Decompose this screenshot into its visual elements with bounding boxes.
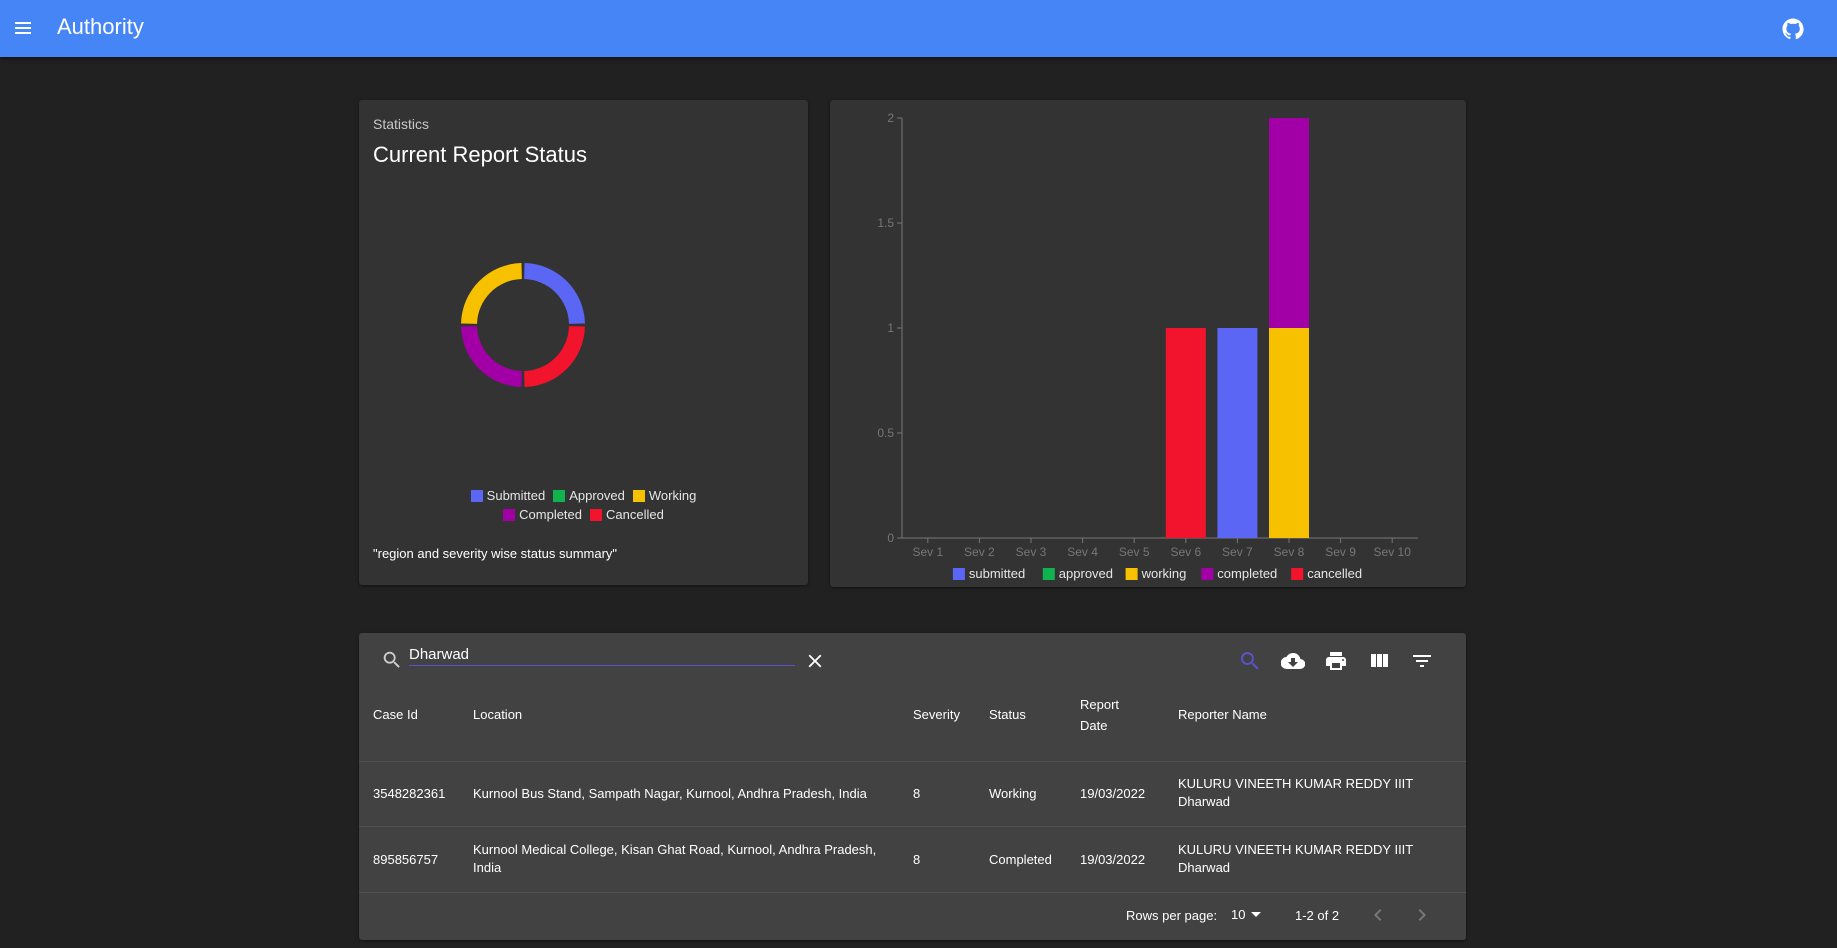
column-header-severity[interactable]: Severity [913, 707, 960, 722]
app-bar: Authority [0, 0, 1837, 57]
row-divider [359, 892, 1466, 893]
github-icon[interactable] [1781, 17, 1805, 41]
cell-report-date: 19/03/2022 [1080, 786, 1146, 801]
filter-icon[interactable] [1410, 649, 1434, 673]
bar-completed-sev8[interactable] [1269, 118, 1309, 328]
cell-status: Completed [989, 852, 1052, 867]
legend-label: Cancelled [606, 507, 664, 522]
clear-search-icon[interactable] [804, 650, 826, 672]
legend-swatch-submitted[interactable] [952, 568, 965, 580]
pagination-info: 1-2 of 2 [1295, 908, 1340, 923]
legend-item-cancelled[interactable]: Cancelled [590, 507, 664, 522]
app-title: Authority [57, 14, 144, 39]
download-icon[interactable] [1280, 649, 1306, 673]
legend-label: Working [648, 488, 697, 503]
cell-report-date: 19/03/2022 [1080, 852, 1146, 867]
legend-item-submitted[interactable]: Submitted [470, 488, 546, 503]
menu-icon[interactable] [10, 16, 36, 40]
legend-label: Approved [569, 488, 625, 503]
column-header-status[interactable]: Status [989, 707, 1026, 722]
legend-swatch-completed[interactable] [1201, 568, 1214, 580]
cell-case-id: 895856757 [373, 852, 439, 867]
statistics-caption: "region and severity wise status summary… [373, 546, 618, 561]
row-divider [359, 826, 1466, 827]
x-tick-label: Sev 6 [1170, 545, 1201, 559]
x-tick-label: Sev 3 [1016, 545, 1047, 559]
cell-status: Working [989, 786, 1037, 801]
cell-case-id: 3548282361 [373, 786, 446, 801]
rows-per-page-value: 10 [1231, 907, 1246, 922]
legend-swatch-cancelled[interactable] [1291, 568, 1304, 580]
toolbar-search-icon[interactable] [1238, 649, 1262, 673]
column-header-report-date[interactable]: Report Date [1080, 697, 1120, 733]
x-tick-label: Sev 8 [1274, 545, 1305, 559]
cell-location: Kurnool Medical College, Kisan Ghat Road… [473, 842, 877, 875]
cell-severity: 8 [913, 852, 921, 867]
donut-slice-working[interactable] [461, 263, 522, 324]
x-tick-label: Sev 10 [1374, 545, 1412, 559]
y-tick-label: 0 [887, 531, 894, 545]
legend-label: Completed [519, 507, 583, 522]
legend-item-completed[interactable]: Completed [503, 507, 582, 522]
rows-per-page-label: Rows per page: [1126, 908, 1218, 923]
bar-submitted-sev7[interactable] [1217, 328, 1258, 538]
cell-location: Kurnool Bus Stand, Sampath Nagar, Kurnoo… [473, 786, 867, 801]
statistics-title: Current Report Status [373, 142, 587, 167]
search-input[interactable] [409, 643, 795, 666]
cell-reporter-name: KULURU VINEETH KUMAR REDDY IIIT Dharwad [1178, 776, 1414, 809]
y-tick-label: 0.5 [877, 426, 894, 440]
y-tick-label: 1.5 [877, 216, 894, 230]
cell-severity: 8 [913, 786, 921, 801]
statistics-overline: Statistics [373, 116, 430, 132]
donut-slice-completed[interactable] [461, 326, 522, 387]
legend-label-submitted[interactable]: submitted [969, 566, 1025, 581]
donut-slice-submitted[interactable] [524, 263, 585, 324]
column-header-case-id[interactable]: Case Id [373, 707, 418, 722]
legend-item-working[interactable]: Working [632, 488, 697, 503]
header-divider [359, 761, 1466, 762]
next-page-icon[interactable] [1410, 903, 1434, 927]
legend-label-approved[interactable]: approved [1059, 566, 1113, 581]
legend-label-working[interactable]: working [1141, 566, 1187, 581]
x-tick-label: Sev 2 [964, 545, 995, 559]
previous-page-icon[interactable] [1366, 903, 1390, 927]
reports-table: Case Id Location Severity Status Report … [359, 633, 1466, 940]
y-tick-label: 2 [887, 111, 894, 125]
column-header-reporter-name[interactable]: Reporter Name [1178, 707, 1267, 722]
x-tick-label: Sev 9 [1325, 545, 1356, 559]
print-icon[interactable] [1324, 649, 1348, 673]
cell-reporter-name: KULURU VINEETH KUMAR REDDY IIIT Dharwad [1178, 842, 1414, 875]
legend-item-approved[interactable]: Approved [553, 488, 625, 503]
legend-label: Submitted [486, 488, 546, 503]
x-tick-label: Sev 4 [1067, 545, 1098, 559]
severity-bar-chart-card: 0 0.5 1 1.5 2 Sev 1 Sev 2 Sev 3 Sev 4 Sev 5 Sev 6 S… [830, 100, 1466, 587]
view-columns-icon[interactable] [1367, 649, 1391, 673]
statistics-card: Statistics Current Report Status Submitt… [359, 100, 808, 585]
severity-bar-chart: 0 0.5 1 1.5 2 Sev 1 Sev 2 Sev 3 Sev 4 Sev 5 Sev 6 S… [877, 111, 1418, 581]
y-tick-label: 1 [887, 321, 894, 335]
x-tick-label: Sev 1 [912, 545, 943, 559]
column-header-location[interactable]: Location [473, 707, 523, 722]
bar-working-sev8[interactable] [1269, 328, 1309, 538]
bar-cancelled-sev6[interactable] [1165, 328, 1206, 538]
search-icon [381, 649, 403, 671]
caret-down-icon [1251, 911, 1262, 917]
rows-per-page-select[interactable]: 10 [1231, 907, 1262, 922]
x-tick-label: Sev 5 [1119, 545, 1150, 559]
legend-swatch-working[interactable] [1125, 568, 1138, 580]
legend-label-cancelled[interactable]: cancelled [1307, 566, 1362, 581]
donut-legend: Submitted Approved Working Completed Can… [359, 488, 808, 526]
donut-slice-cancelled[interactable] [524, 326, 585, 387]
legend-label-completed[interactable]: completed [1217, 566, 1277, 581]
status-donut-chart [461, 263, 585, 387]
legend-swatch-approved[interactable] [1042, 568, 1055, 580]
x-tick-label: Sev 7 [1222, 545, 1253, 559]
